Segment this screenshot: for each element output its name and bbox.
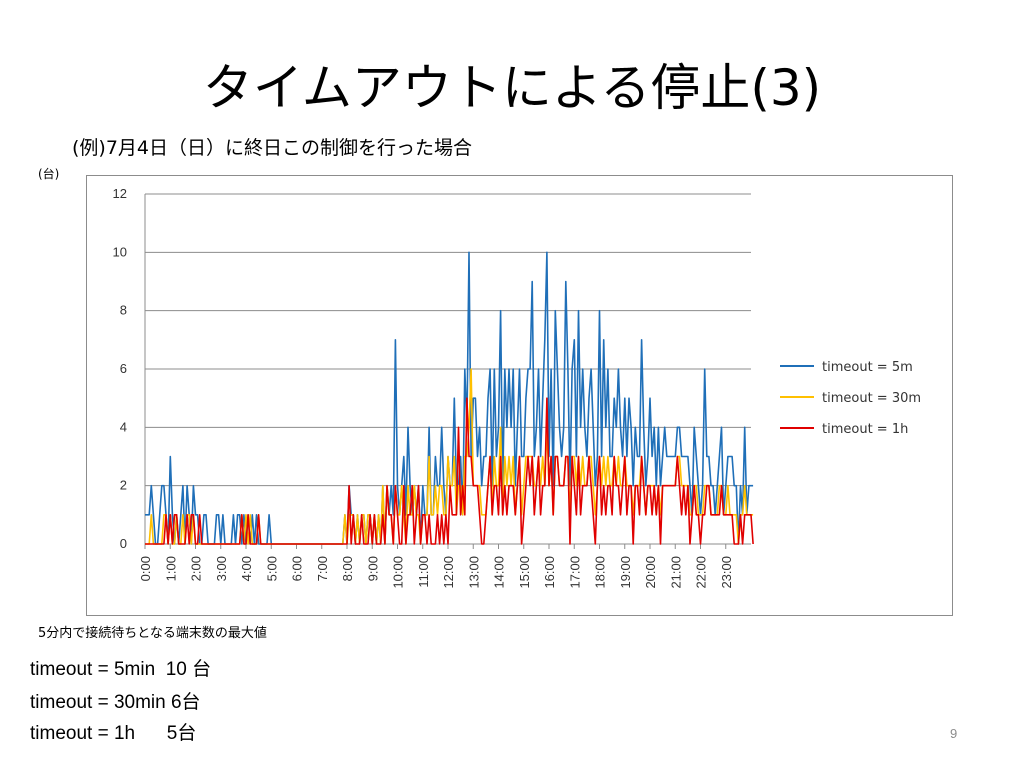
x-tick-label: 17:00 [567, 556, 582, 589]
x-tick-label: 23:00 [719, 556, 734, 589]
page-number: 9 [950, 726, 958, 741]
y-tick-labels: 0 2 4 6 8 10 12 [113, 186, 127, 551]
result-line-30min: timeout = 30min 6台 [30, 692, 201, 713]
y-unit-label: (台) [38, 167, 60, 181]
legend-label-0: timeout = 5m [822, 360, 913, 375]
y-tick-label: 6 [120, 361, 127, 376]
y-tick-label: 0 [120, 536, 127, 551]
x-tick-label: 19:00 [618, 556, 633, 589]
y-tick-label: 8 [120, 303, 127, 318]
legend-label-1: timeout = 30m [822, 391, 921, 406]
x-tick-label: 2:00 [189, 556, 204, 581]
legend: timeout = 5m timeout = 30m timeout = 1h [780, 360, 921, 437]
x-tick-label: 11:00 [416, 556, 431, 588]
chart-note: 5分内で接続待ちとなる端末数の最大値 [38, 626, 267, 641]
x-tick-label: 15:00 [517, 556, 532, 589]
x-tick-label: 3:00 [214, 556, 229, 581]
x-tick-label: 10:00 [391, 556, 406, 589]
x-tick-label: 12:00 [441, 556, 456, 589]
line-chart: 0 2 4 6 8 10 12 0:00 1:00 2:00 3:00 4:00 5:00 6:00 7:… [113, 186, 922, 589]
x-tick-label: 21:00 [668, 556, 683, 589]
x-tick-label: 7:00 [315, 556, 330, 581]
x-tick-label: 1:00 [163, 556, 178, 581]
x-tick-label: 4:00 [239, 556, 254, 581]
x-tick-label: 20:00 [643, 556, 658, 589]
y-tick-label: 4 [120, 419, 127, 434]
x-tick-label: 0:00 [138, 556, 153, 581]
y-tick-label: 10 [113, 244, 127, 259]
x-tick-label: 16:00 [542, 556, 557, 589]
x-tick-label: 18:00 [593, 556, 608, 589]
result-line-1h: timeout = 1h 5台 [30, 723, 197, 744]
x-tick-label: 13:00 [466, 556, 481, 589]
x-tick-label: 8:00 [340, 556, 355, 581]
x-tick-label: 5:00 [264, 556, 279, 581]
legend-label-2: timeout = 1h [822, 422, 908, 437]
x-tick-label: 9:00 [365, 556, 380, 581]
x-tick-labels: 0:00 1:00 2:00 3:00 4:00 5:00 6:00 7:00 8:00 9:00… [138, 544, 734, 589]
x-tick-label: 22:00 [694, 556, 709, 589]
slide-title: タイムアウトによる停止(3) [202, 59, 822, 117]
gridlines [144, 193, 751, 545]
series-lines [145, 251, 754, 545]
y-tick-label: 2 [120, 478, 127, 493]
y-tick-label: 12 [113, 186, 127, 201]
slide-subtitle: (例)7月4日（日）に終日この制御を行った場合 [72, 137, 473, 159]
series-line-1 [145, 368, 754, 545]
x-tick-label: 6:00 [290, 556, 305, 581]
series-line-2 [145, 397, 754, 545]
x-tick-label: 14:00 [492, 556, 507, 589]
result-line-5min: timeout = 5min 10 台 [30, 659, 212, 680]
chart-frame: 0 2 4 6 8 10 12 0:00 1:00 2:00 3:00 4:00 5:00 6:00 7:… [86, 175, 953, 616]
